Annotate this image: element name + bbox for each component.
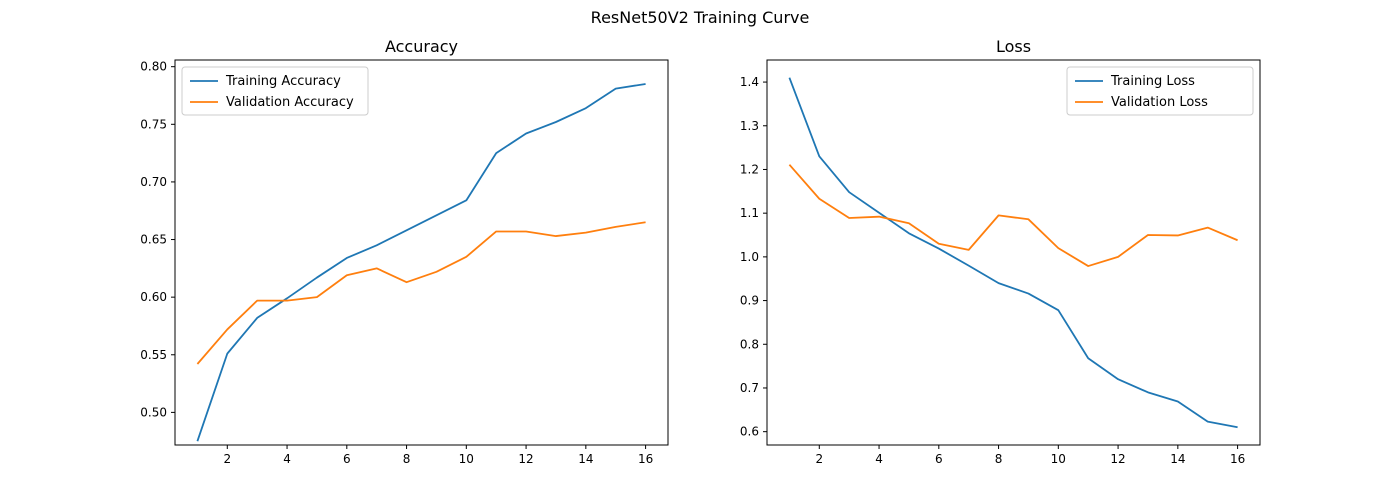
loss-y-tick-label: 1.2 (740, 162, 759, 176)
accuracy-x-tick-label: 16 (638, 452, 653, 466)
loss-y-tick-label: 1.4 (740, 75, 759, 89)
loss-y-tick-label: 0.8 (740, 337, 759, 351)
loss-legend-label: Training Loss (1110, 74, 1195, 89)
accuracy-subplot: Accuracy 2 4 6 8 10 12 14 16 0.50 0.55 0.60 0.65 0.70… (140, 37, 669, 466)
accuracy-y-tick-label: 0.50 (140, 405, 167, 419)
loss-series-validation-line (788, 164, 1238, 267)
loss-subplot: Loss 2 4 6 8 10 12 14 16 0.6 0.7 0.8 0.9 1.0 1.1 1.2 1.3… (740, 37, 1261, 466)
loss-y-tick-label: 0.7 (740, 381, 759, 395)
accuracy-x-tick-label: 4 (283, 452, 291, 466)
accuracy-legend: Training Accuracy Validation Accuracy (181, 66, 369, 116)
loss-title: Loss (996, 37, 1031, 56)
loss-series-training-line (788, 77, 1238, 429)
accuracy-y-tick-label: 0.70 (140, 175, 167, 189)
accuracy-title: Accuracy (385, 37, 458, 56)
loss-y-tick-label: 1.3 (740, 119, 759, 133)
accuracy-y-tick-label: 0.55 (140, 348, 167, 362)
loss-x-tick-label: 2 (815, 452, 823, 466)
accuracy-x-tick-label: 8 (403, 452, 411, 466)
accuracy-y-tick-label: 0.75 (140, 117, 167, 131)
accuracy-x-tick-label: 6 (343, 452, 351, 466)
accuracy-y-tick-label: 0.60 (140, 290, 167, 304)
accuracy-legend-label: Training Accuracy (225, 74, 341, 89)
accuracy-axes-frame (174, 59, 669, 446)
accuracy-x-tick-label: 14 (578, 452, 593, 466)
accuracy-x-tick-label: 12 (518, 452, 533, 466)
loss-x-tick-label: 14 (1170, 452, 1185, 466)
loss-x-tick-label: 8 (995, 452, 1003, 466)
accuracy-x-tick-label: 2 (223, 452, 231, 466)
loss-y-tick-label: 0.6 (740, 425, 759, 439)
accuracy-legend-box (181, 66, 369, 116)
loss-y-tick-label: 1.0 (740, 250, 759, 264)
loss-legend: Training Loss Validation Loss (1066, 66, 1254, 116)
loss-x-tick-label: 16 (1230, 452, 1245, 466)
accuracy-y-tick-label: 0.80 (140, 60, 167, 74)
loss-x-tick-label: 12 (1110, 452, 1125, 466)
loss-y-tick-label: 0.9 (740, 294, 759, 308)
loss-legend-box (1066, 66, 1254, 116)
loss-x-tick-label: 10 (1051, 452, 1066, 466)
loss-y-tick-label: 1.1 (740, 206, 759, 220)
accuracy-series-training-line (196, 83, 646, 442)
loss-x-tick-label: 6 (935, 452, 943, 466)
accuracy-legend-label: Validation Accuracy (226, 95, 354, 110)
accuracy-y-tick-label: 0.65 (140, 233, 167, 247)
loss-axes-frame (766, 59, 1261, 446)
loss-legend-label: Validation Loss (1111, 95, 1208, 110)
loss-x-tick-label: 4 (875, 452, 883, 466)
figure-suptitle: ResNet50V2 Training Curve (591, 8, 810, 27)
accuracy-series-validation-line (196, 221, 646, 365)
accuracy-x-tick-label: 10 (459, 452, 474, 466)
